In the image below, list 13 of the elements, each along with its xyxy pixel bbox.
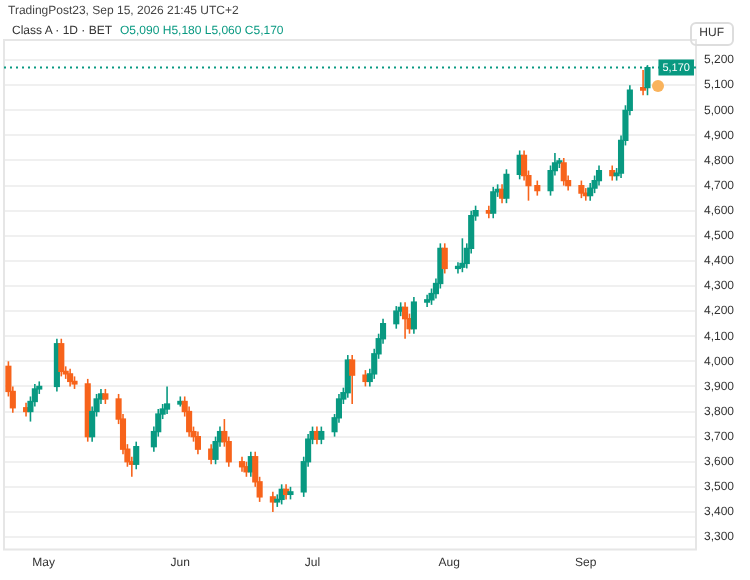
candlestick — [402, 301, 409, 340]
candlestick — [194, 430, 201, 456]
candlestick — [164, 385, 171, 415]
candlestick — [212, 435, 219, 466]
candlestick — [393, 305, 400, 330]
candlestick — [410, 296, 417, 335]
candlestick — [58, 337, 65, 378]
candlestick — [503, 168, 510, 204]
candlestick — [441, 242, 448, 275]
candlestick — [133, 440, 140, 471]
candlestick — [640, 69, 647, 97]
candlestick — [349, 354, 356, 405]
candlestick — [595, 164, 603, 187]
